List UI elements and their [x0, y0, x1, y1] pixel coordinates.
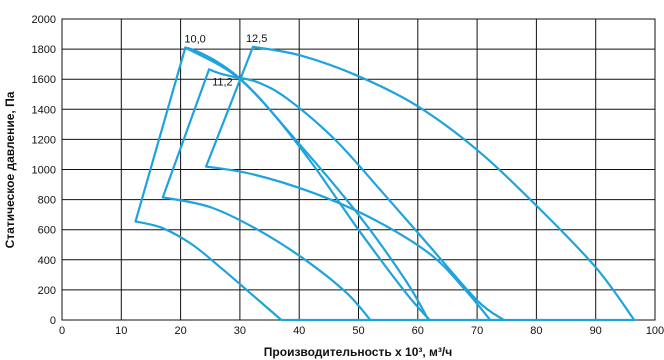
x-tick-label: 0 [59, 325, 65, 337]
curve-series-2 [251, 45, 636, 322]
min-boundary-0 [134, 220, 283, 322]
x-tick-label: 40 [293, 325, 305, 337]
x-axis-label: Производительность x 10³, м³/ч [264, 345, 452, 359]
peak-boundary [184, 46, 430, 322]
y-tick-label: 800 [38, 195, 56, 207]
y-tick-label: 200 [38, 285, 56, 297]
x-tick-label: 10 [115, 325, 127, 337]
curve-labels: 10,0 11,2 12,5 [184, 33, 267, 89]
y-tick-label: 400 [38, 255, 56, 267]
curve-series-1 [207, 68, 505, 322]
y-tick-label: 2000 [32, 14, 56, 26]
y-tick-label: 0 [50, 315, 56, 327]
min-boundary-2 [204, 165, 492, 322]
curves [134, 45, 636, 322]
y-tick-label: 1600 [32, 74, 56, 86]
x-tick-label: 80 [530, 325, 542, 337]
y-tick-label: 1200 [32, 134, 56, 146]
series-label: 12,5 [246, 33, 267, 45]
curve-rise-0 [134, 46, 187, 223]
curve-series-0 [184, 46, 431, 322]
x-tick-label: 100 [646, 325, 664, 337]
y-tick-label: 600 [38, 225, 56, 237]
series-label: 11,2 [212, 76, 233, 88]
x-axis-ticks: 0 10 20 30 40 50 60 70 80 90 100 [59, 325, 664, 337]
y-axis-ticks: 0 200 400 600 800 1000 1200 1400 1600 1800 2000 [32, 14, 56, 327]
y-axis-label: Статическое давление, Па [3, 91, 17, 248]
x-tick-label: 30 [234, 325, 246, 337]
x-tick-label: 20 [174, 325, 186, 337]
y-tick-label: 1400 [32, 104, 56, 116]
x-tick-label: 50 [352, 325, 364, 337]
series-label: 10,0 [184, 34, 205, 46]
curve-rise-2 [204, 45, 255, 168]
min-boundary-1 [161, 196, 372, 322]
x-tick-label: 90 [590, 325, 602, 337]
y-tick-label: 1800 [32, 44, 56, 56]
x-tick-label: 70 [471, 325, 483, 337]
x-tick-label: 60 [412, 325, 424, 337]
y-tick-label: 1000 [32, 165, 56, 177]
curve-rise-1 [161, 68, 211, 199]
